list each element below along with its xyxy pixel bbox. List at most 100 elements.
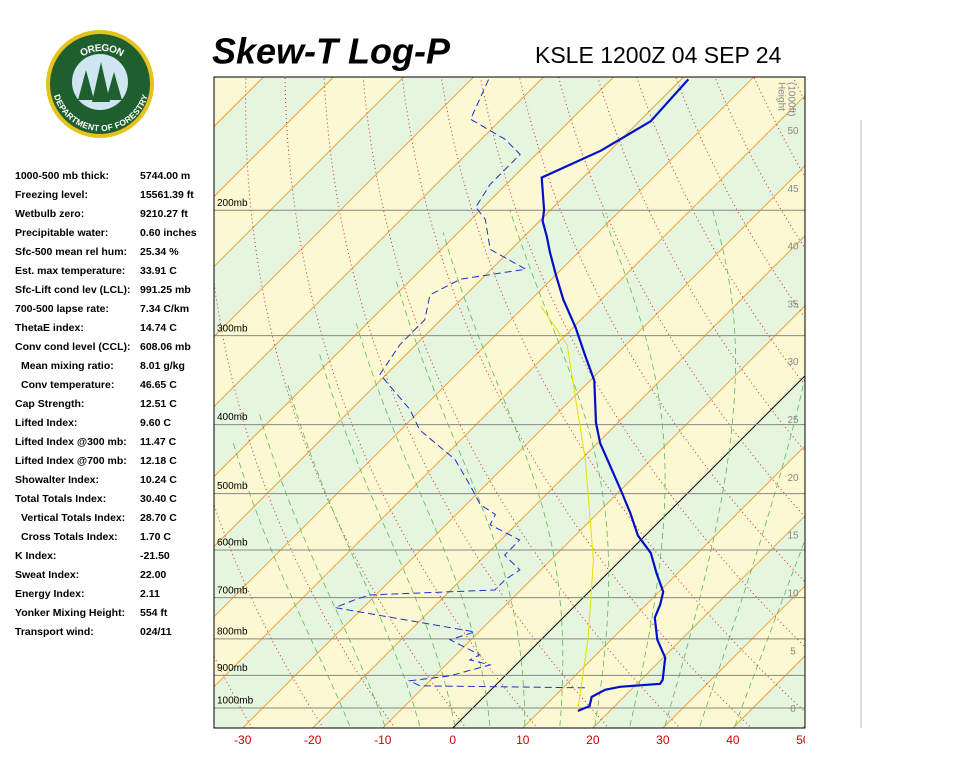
pressure-label: 400mb	[217, 412, 248, 423]
moist-adiabat	[601, 210, 666, 727]
dry-adiabat	[792, 77, 805, 103]
temperature-band	[802, 725, 805, 728]
height-tick-label: 0	[790, 704, 796, 715]
isotherm	[214, 77, 474, 338]
moist-adiabat	[354, 319, 491, 727]
plot-frame	[213, 76, 806, 729]
index-value: 11.47 C	[140, 436, 177, 448]
index-value: 14.74 C	[140, 322, 177, 334]
sounding-line	[540, 306, 594, 712]
index-value: 12.51 C	[140, 398, 177, 410]
isotherm	[592, 515, 805, 728]
dry-adiabat	[858, 52, 960, 732]
pressure-label: 200mb	[217, 198, 248, 209]
height-axis-label: (1000ft)	[785, 82, 796, 116]
plot-background	[214, 52, 960, 732]
plot: 1000mb 900mb 800mb 700mb 600mb 500mb 400mb 300m…	[214, 77, 805, 713]
height-tick-label: 35	[787, 299, 799, 310]
x-tick-label: 40	[726, 733, 740, 747]
index-value: 608.06 mb	[140, 341, 191, 353]
height-axis-label: Height	[775, 82, 786, 111]
index-value: 1.70 C	[140, 531, 171, 543]
dry-adiabat	[896, 52, 960, 732]
height-tick-label: 10	[787, 589, 799, 600]
pressure-label: 500mb	[217, 481, 248, 492]
moist-adiabat	[258, 412, 386, 727]
index-label: Total Totals Index:	[15, 493, 106, 505]
moist-adiabat	[734, 538, 805, 727]
index-value: 25.34 %	[140, 246, 179, 258]
pressure-label: 900mb	[217, 663, 248, 674]
index-value: 9210.27 ft	[140, 208, 188, 220]
dry-adiabat	[675, 77, 805, 319]
index-value: 22.00	[140, 569, 166, 581]
isotherm	[214, 77, 614, 478]
index-label: Cross Totals Index:	[21, 531, 118, 543]
indices-table: 1000-500 mb thick: 5744.00 m Freezing leve…	[15, 170, 197, 638]
moist-adiabat	[442, 232, 564, 727]
index-value: 2.11	[140, 588, 160, 600]
index-value: 5744.00 m	[140, 170, 190, 182]
logo-top-text: OREGON	[78, 42, 125, 58]
index-label: Lifted Index @700 mb:	[15, 455, 127, 467]
isotherm	[214, 77, 684, 548]
isotherm	[214, 77, 334, 198]
index-label: Freezing level:	[15, 189, 88, 201]
isotherm	[214, 94, 805, 688]
chart-title: Skew-T Log-P	[212, 31, 451, 72]
dry-adiabat	[518, 77, 805, 583]
x-tick-label: 50	[796, 733, 810, 747]
moist-adiabat	[395, 279, 526, 726]
dry-adiabat	[440, 77, 805, 713]
dry-adiabat	[214, 655, 253, 728]
isotherm	[214, 77, 544, 408]
moist-adiabat	[287, 383, 421, 727]
index-label: Energy Index:	[15, 588, 84, 600]
index-value: -21.50	[140, 550, 170, 562]
index-value: 8.01 g/kg	[140, 360, 185, 372]
sounding-line	[333, 77, 585, 689]
height-tick-label: 5	[790, 646, 796, 657]
x-tick-label: 0	[449, 733, 456, 747]
pressure-label: 800mb	[217, 627, 248, 638]
isotherm	[802, 725, 805, 728]
index-label: ThetaE index:	[15, 322, 84, 334]
index-value: 28.70 C	[140, 512, 177, 524]
dry-adiabat	[214, 278, 396, 728]
index-label: Lifted Index @300 mb:	[15, 436, 127, 448]
pressure-label: 700mb	[217, 585, 248, 596]
isotherm	[873, 77, 960, 728]
pressure-label: 1000mb	[217, 696, 254, 707]
index-value: 46.65 C	[140, 379, 177, 391]
index-value: 9.60 C	[140, 417, 171, 429]
index-label: K Index:	[15, 550, 56, 562]
isotherm	[312, 235, 805, 728]
index-value: 991.25 mb	[140, 284, 191, 296]
index-label: Showalter Index:	[15, 474, 99, 486]
index-label: Wetbulb zero:	[15, 208, 84, 220]
pressure-label: 600mb	[217, 538, 248, 549]
height-tick-label: 30	[787, 357, 799, 368]
height-tick-label: 20	[787, 473, 799, 484]
index-label: Conv temperature:	[21, 379, 114, 391]
moist-adiabat	[232, 439, 351, 727]
index-label: Yonker Mixing Height:	[15, 607, 125, 619]
index-label: 700-500 lapse rate:	[15, 303, 109, 315]
x-tick-label: 30	[656, 733, 670, 747]
index-value: 12.18 C	[140, 455, 177, 467]
x-tick-label: 10	[516, 733, 530, 747]
index-value: 7.34 C/km	[140, 303, 189, 315]
dry-adiabat	[820, 52, 960, 732]
index-label: Lifted Index:	[15, 417, 77, 429]
chart-subtitle: KSLE 1200Z 04 SEP 24	[535, 42, 782, 68]
moist-adiabat	[509, 210, 610, 727]
index-label: 1000-500 mb thick:	[15, 170, 109, 182]
index-label: Precipitable water:	[15, 227, 108, 239]
index-label: Sweat Index:	[15, 569, 79, 581]
index-label: Sfc-Lift cond lev (LCL):	[15, 284, 131, 296]
index-label: Vertical Totals Index:	[21, 512, 125, 524]
height-tick-label: 50	[787, 126, 799, 137]
index-value: 10.24 C	[140, 474, 177, 486]
index-value: 554 ft	[140, 607, 168, 619]
